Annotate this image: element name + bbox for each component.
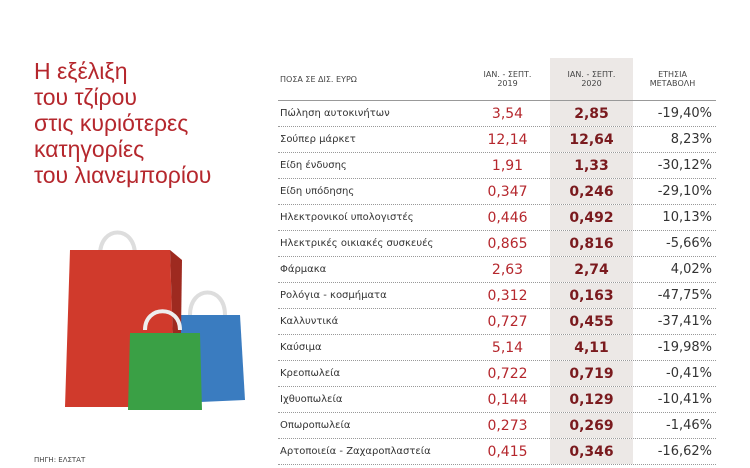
cell: -1,46% xyxy=(666,418,712,433)
cell: Είδη ένδυσης xyxy=(280,160,347,171)
table-row: Ρολόγια - κοσμήματα 0,312 0,163 -47,75% xyxy=(278,283,716,309)
cell: 0,312 xyxy=(487,287,528,304)
table-row: Κρεοπωλεία 0,722 0,719 -0,41% xyxy=(278,361,716,387)
header-text: ΙΑΝ. - ΣΕΠΤ. xyxy=(567,70,616,79)
cell: 0,865 xyxy=(487,235,528,252)
header-text: ΙΑΝ. - ΣΕΠΤ. xyxy=(483,70,532,79)
cell: 0,719 xyxy=(550,361,633,386)
cell: Κρεοπωλεία xyxy=(280,368,341,379)
cell: 4,11 xyxy=(550,335,633,360)
cell: Καλλυντικά xyxy=(280,316,339,327)
table-row: Αρτοποιεία - Ζαχαροπλαστεία 0,415 0,346 -16… xyxy=(278,439,716,465)
header-text: 2020 xyxy=(581,79,602,88)
cell: 2,74 xyxy=(550,257,633,282)
table-row: Σούπερ μάρκετ 12,14 12,64 8,23% xyxy=(278,127,716,153)
cell: 3,54 xyxy=(491,105,524,122)
cell: 0,346 xyxy=(550,439,633,464)
header-text: 2019 xyxy=(497,79,518,88)
cell: -5,66% xyxy=(666,236,712,251)
cell: -29,10% xyxy=(657,184,712,199)
cell: 2,63 xyxy=(491,261,524,278)
table-row: Οπωροπωλεία 0,273 0,269 -1,46% xyxy=(278,413,716,439)
header-cell: ΠΟΣΑ ΣΕ ΔΙΣ. ΕΥΡΩ xyxy=(278,58,465,100)
cell: -16,62% xyxy=(657,444,712,459)
cell: 5,14 xyxy=(491,339,524,356)
cell: Ηλεκτρικές οικιακές συσκευές xyxy=(280,238,434,249)
cell: Ιχθυοπωλεία xyxy=(280,394,343,405)
header-cell: ΙΑΝ. - ΣΕΠΤ. 2020 xyxy=(550,58,633,100)
cell: Πώληση αυτοκινήτων xyxy=(280,108,390,119)
cell: 1,33 xyxy=(550,153,633,178)
table-header: ΠΟΣΑ ΣΕ ΔΙΣ. ΕΥΡΩ ΙΑΝ. - ΣΕΠΤ. 2019 ΙΑΝ. - … xyxy=(278,58,716,101)
cell: Φάρμακα xyxy=(280,264,327,275)
cell: 10,13% xyxy=(662,210,712,225)
table-body: Πώληση αυτοκινήτων 3,54 2,85 -19,40% Σούπερ … xyxy=(278,101,716,465)
cell: 0,727 xyxy=(487,313,528,330)
table-row: Είδη υπόδησης 0,347 0,246 -29,10% xyxy=(278,179,716,205)
cell: 0,144 xyxy=(487,391,528,408)
table: ΠΟΣΑ ΣΕ ΔΙΣ. ΕΥΡΩ ΙΑΝ. - ΣΕΠΤ. 2019 ΙΑΝ. - … xyxy=(278,58,716,465)
cell: 0,129 xyxy=(550,387,633,412)
cell: 2,85 xyxy=(550,101,633,126)
cell: 0,446 xyxy=(487,209,528,226)
cell: 0,722 xyxy=(487,365,528,382)
table-row: Είδη ένδυσης 1,91 1,33 -30,12% xyxy=(278,153,716,179)
cell: 0,246 xyxy=(550,179,633,204)
cell: Ρολόγια - κοσμήματα xyxy=(280,290,387,301)
cell: Σούπερ μάρκετ xyxy=(280,134,356,145)
table-row: Ιχθυοπωλεία 0,144 0,129 -10,41% xyxy=(278,387,716,413)
cell: 0,273 xyxy=(487,417,528,434)
table-row: Πώληση αυτοκινήτων 3,54 2,85 -19,40% xyxy=(278,101,716,127)
cell: -37,41% xyxy=(657,314,712,329)
cell: 4,02% xyxy=(670,262,712,277)
title-line: του λιανεμπορίου xyxy=(34,162,212,188)
cell: 12,14 xyxy=(487,131,528,148)
cell: -0,41% xyxy=(666,366,712,381)
cell: 0,492 xyxy=(550,205,633,230)
title-line: στις κυριότερες xyxy=(34,110,189,136)
cell: 0,816 xyxy=(550,231,633,256)
table-row: Καλλυντικά 0,727 0,455 -37,41% xyxy=(278,309,716,335)
cell: 12,64 xyxy=(550,127,633,152)
cell: 0,269 xyxy=(550,413,633,438)
cell: -10,41% xyxy=(657,392,712,407)
cell: 0,415 xyxy=(487,443,528,460)
cell: 1,91 xyxy=(491,157,524,174)
title-line: του τζίρου xyxy=(34,84,137,110)
header-cell: ΙΑΝ. - ΣΕΠΤ. 2019 xyxy=(465,58,550,100)
cell: -47,75% xyxy=(657,288,712,303)
cell: Αρτοποιεία - Ζαχαροπλαστεία xyxy=(280,446,431,457)
source: ΠΗΓΗ: ΕΛΣΤΑΤ xyxy=(34,456,86,464)
table-row: Ηλεκτρονικοί υπολογιστές 0,446 0,492 10,13% xyxy=(278,205,716,231)
table-row: Φάρμακα 2,63 2,74 4,02% xyxy=(278,257,716,283)
title-line: Η εξέλιξη xyxy=(34,58,128,84)
cell: -19,98% xyxy=(657,340,712,355)
cell: 8,23% xyxy=(670,132,712,147)
cell: Οπωροπωλεία xyxy=(280,420,351,431)
cell: -19,40% xyxy=(657,106,712,121)
header-text: ΠΟΣΑ ΣΕ ΔΙΣ. ΕΥΡΩ xyxy=(280,74,357,84)
cell: Ηλεκτρονικοί υπολογιστές xyxy=(280,212,414,223)
bags-illustration xyxy=(65,230,245,410)
header-text: ΕΤΗΣΙΑ xyxy=(658,70,687,79)
table-row: Καύσιμα 5,14 4,11 -19,98% xyxy=(278,335,716,361)
cell: -30,12% xyxy=(657,158,712,173)
table-row: Ηλεκτρικές οικιακές συσκευές 0,865 0,816 -5… xyxy=(278,231,716,257)
header-cell: ΕΤΗΣΙΑ ΜΕΤΑΒΟΛΗ xyxy=(633,58,716,100)
cell: 0,347 xyxy=(487,183,528,200)
cell: 0,163 xyxy=(550,283,633,308)
title-line: κατηγορίες xyxy=(34,136,145,162)
cell: Είδη υπόδησης xyxy=(280,186,355,197)
cell: Καύσιμα xyxy=(280,342,322,353)
title: Η εξέλιξη του τζίρου στις κυριότερες κατηγο… xyxy=(34,58,211,188)
header-text: ΜΕΤΑΒΟΛΗ xyxy=(649,79,696,88)
cell: 0,455 xyxy=(550,309,633,334)
